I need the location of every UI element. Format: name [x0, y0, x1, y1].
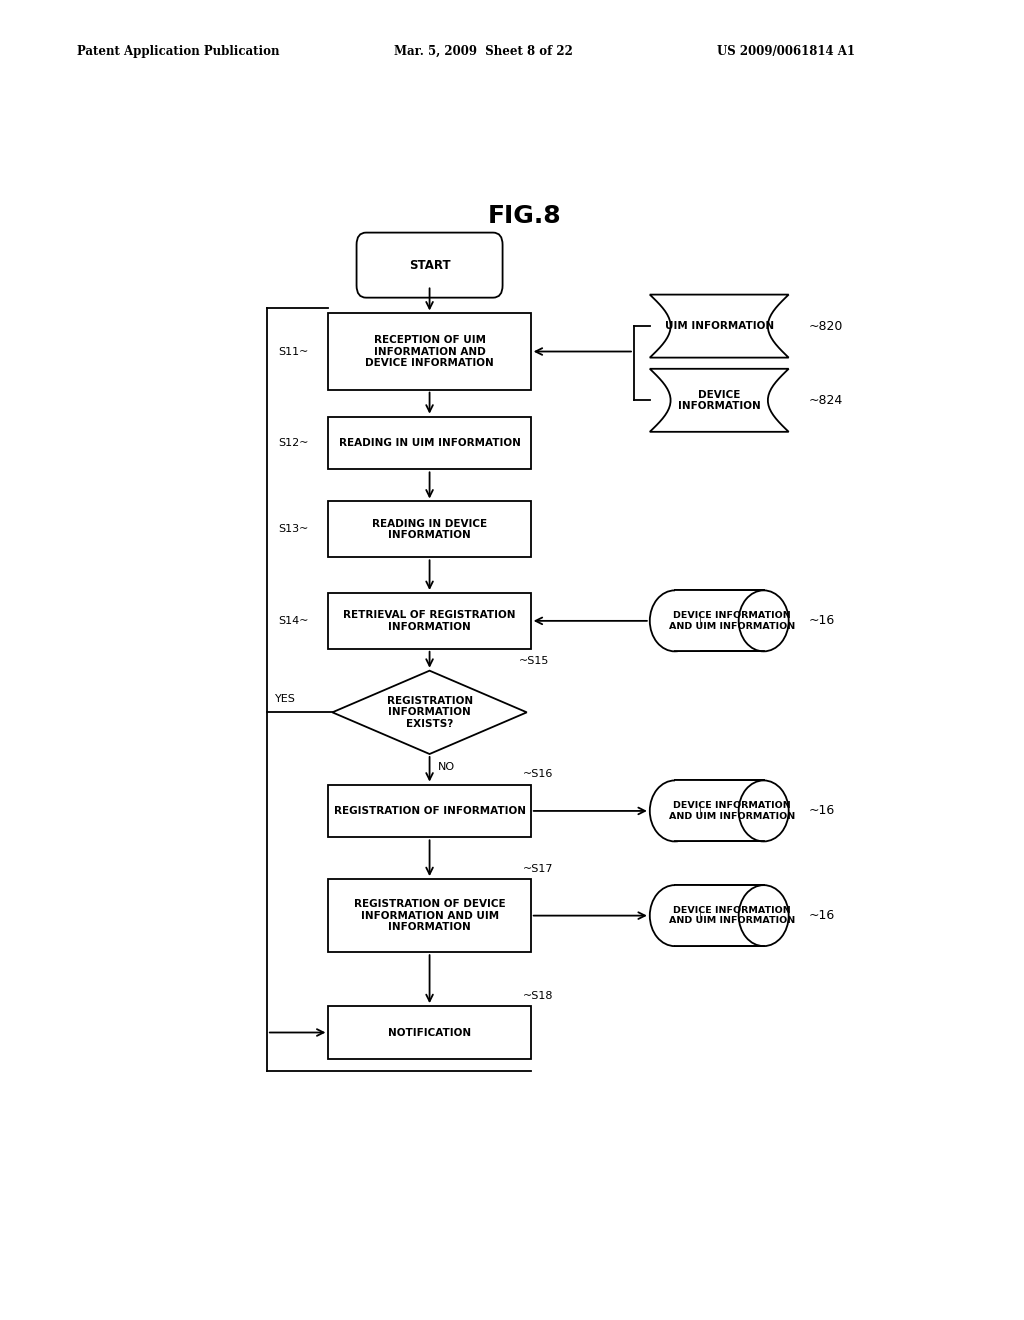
- Ellipse shape: [738, 780, 788, 841]
- Bar: [675, 886, 699, 946]
- Bar: [329, 784, 530, 837]
- Text: NO: NO: [437, 762, 455, 772]
- Text: S11~: S11~: [279, 347, 308, 356]
- Polygon shape: [333, 671, 526, 754]
- Bar: [675, 590, 764, 651]
- Text: RETRIEVAL OF REGISTRATION
INFORMATION: RETRIEVAL OF REGISTRATION INFORMATION: [343, 610, 516, 632]
- FancyBboxPatch shape: [356, 232, 503, 297]
- PathPatch shape: [650, 294, 788, 358]
- Bar: [675, 590, 699, 651]
- Text: REGISTRATION OF INFORMATION: REGISTRATION OF INFORMATION: [334, 807, 525, 816]
- Bar: [329, 879, 530, 952]
- Text: ~16: ~16: [809, 614, 835, 627]
- Text: NOTIFICATION: NOTIFICATION: [388, 1027, 471, 1038]
- Text: READING IN DEVICE
INFORMATION: READING IN DEVICE INFORMATION: [372, 519, 487, 540]
- Ellipse shape: [738, 590, 788, 651]
- Text: ~16: ~16: [809, 909, 835, 923]
- Text: ~824: ~824: [809, 393, 843, 407]
- Bar: [675, 886, 764, 946]
- Text: RECEPTION OF UIM
INFORMATION AND
DEVICE INFORMATION: RECEPTION OF UIM INFORMATION AND DEVICE …: [366, 335, 494, 368]
- Text: S13~: S13~: [279, 524, 308, 535]
- Ellipse shape: [650, 886, 699, 946]
- Bar: [329, 502, 530, 557]
- Text: UIM INFORMATION: UIM INFORMATION: [665, 321, 774, 331]
- Text: REGISTRATION OF DEVICE
INFORMATION AND UIM
INFORMATION: REGISTRATION OF DEVICE INFORMATION AND U…: [353, 899, 506, 932]
- Text: YES: YES: [274, 694, 296, 704]
- Text: S12~: S12~: [279, 438, 308, 447]
- Bar: [329, 593, 530, 649]
- Text: DEVICE INFORMATION
AND UIM INFORMATION: DEVICE INFORMATION AND UIM INFORMATION: [669, 906, 795, 925]
- Text: ~S16: ~S16: [523, 770, 553, 779]
- Text: US 2009/0061814 A1: US 2009/0061814 A1: [717, 45, 855, 58]
- PathPatch shape: [650, 368, 788, 432]
- Text: READING IN UIM INFORMATION: READING IN UIM INFORMATION: [339, 438, 520, 447]
- Ellipse shape: [650, 780, 699, 841]
- Bar: [675, 780, 699, 841]
- Bar: [329, 417, 530, 470]
- Text: DEVICE
INFORMATION: DEVICE INFORMATION: [678, 389, 761, 411]
- Ellipse shape: [738, 886, 788, 946]
- Text: S14~: S14~: [279, 616, 308, 626]
- Text: FIG.8: FIG.8: [488, 205, 561, 228]
- Text: DEVICE INFORMATION
AND UIM INFORMATION: DEVICE INFORMATION AND UIM INFORMATION: [669, 801, 795, 821]
- Text: Patent Application Publication: Patent Application Publication: [77, 45, 280, 58]
- Bar: [675, 780, 764, 841]
- Text: Mar. 5, 2009  Sheet 8 of 22: Mar. 5, 2009 Sheet 8 of 22: [394, 45, 573, 58]
- Ellipse shape: [650, 590, 699, 651]
- Text: DEVICE INFORMATION
AND UIM INFORMATION: DEVICE INFORMATION AND UIM INFORMATION: [669, 611, 795, 631]
- Text: ~16: ~16: [809, 804, 835, 817]
- Text: ~820: ~820: [809, 319, 843, 333]
- Text: REGISTRATION
INFORMATION
EXISTS?: REGISTRATION INFORMATION EXISTS?: [386, 696, 473, 729]
- Text: ~S17: ~S17: [523, 865, 553, 874]
- Text: ~S15: ~S15: [519, 656, 549, 665]
- Bar: [329, 313, 530, 389]
- Text: ~S18: ~S18: [523, 991, 553, 1001]
- Text: START: START: [409, 259, 451, 272]
- Bar: [329, 1006, 530, 1059]
